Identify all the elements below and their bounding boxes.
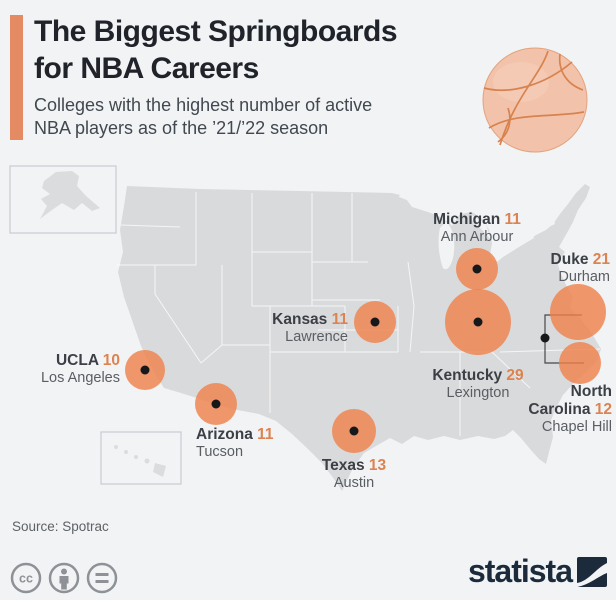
subtitle-line-2: NBA players as of the ’21/’22 season <box>34 118 329 138</box>
player-count: 29 <box>506 367 524 384</box>
dot-layer <box>140 264 550 436</box>
label-michigan: Michigan 11 Ann Arbour <box>433 211 521 246</box>
city-dot-arizona <box>211 399 221 409</box>
player-count: 12 <box>594 401 612 418</box>
svg-text:cc: cc <box>19 572 33 586</box>
statista-logo-icon[interactable] <box>577 557 607 587</box>
label-texas: Texas 13 Austin <box>322 457 386 492</box>
state-borders <box>117 192 601 436</box>
label-ucla: UCLA 10 Los Angeles <box>41 352 120 387</box>
college-name: Arizona <box>196 426 258 443</box>
infographic-title: The Biggest Springboards for NBA Careers <box>34 13 504 87</box>
city-name: Lexington <box>446 385 510 401</box>
college-name: Texas <box>321 457 369 474</box>
city-dot-duke-north-carolina <box>540 333 550 343</box>
bubble-duke <box>550 284 606 340</box>
city-name: Los Angeles <box>40 370 120 386</box>
bubble-north-carolina <box>559 342 601 384</box>
attribution-person-icon <box>48 562 80 594</box>
accent-bar <box>10 15 23 140</box>
college-name: North Carolina <box>528 383 612 418</box>
college-name: Kentucky <box>432 367 507 384</box>
city-name: Chapel Hill <box>541 419 612 435</box>
statista-wordmark[interactable]: statista <box>467 553 573 589</box>
label-arizona: Arizona 11 Tucson <box>196 426 274 461</box>
label-kansas: Kansas 11 Lawrence <box>272 311 348 346</box>
college-name: Duke <box>550 251 593 268</box>
city-name: Tucson <box>196 444 244 460</box>
title-line-2: for NBA Careers <box>34 52 259 85</box>
city-dot-texas <box>349 426 359 436</box>
city-name: Durham <box>558 269 610 285</box>
label-duke: Duke 21 Durham <box>551 251 610 286</box>
player-count: 13 <box>368 457 387 474</box>
player-count: 11 <box>257 426 274 443</box>
city-name: Ann Arbour <box>440 229 514 245</box>
city-name: Lawrence <box>285 329 348 345</box>
infographic-subtitle: Colleges with the highest number of acti… <box>34 94 474 140</box>
city-dot-ucla <box>140 365 150 375</box>
alaska-inset <box>9 165 117 234</box>
college-name: Michigan <box>433 211 505 228</box>
great-lakes <box>399 194 555 270</box>
city-dot-kansas <box>370 317 380 327</box>
player-count: 11 <box>331 311 348 328</box>
city-dot-kentucky <box>473 317 483 327</box>
hawaii-inset <box>100 431 182 485</box>
label-north-carolina: North Carolina 12 Chapel Hill <box>517 383 612 436</box>
player-count: 10 <box>102 352 120 369</box>
label-kentucky: Kentucky 29 Lexington <box>432 367 523 402</box>
cc-icon <box>10 562 42 594</box>
player-count: 21 <box>592 251 610 268</box>
city-name: Austin <box>333 475 375 491</box>
college-name: Kansas <box>272 311 332 328</box>
college-name: UCLA <box>55 352 103 369</box>
cc-license-icons[interactable]: cc <box>9 561 121 595</box>
source-text: Source: Spotrac <box>12 519 109 534</box>
player-count: 11 <box>504 211 521 228</box>
city-dot-michigan <box>472 264 482 274</box>
title-line-1: The Biggest Springboards <box>34 15 398 48</box>
basketball-icon <box>479 44 591 156</box>
no-derivatives-equals-icon <box>86 562 118 594</box>
subtitle-line-1: Colleges with the highest number of acti… <box>34 95 373 115</box>
